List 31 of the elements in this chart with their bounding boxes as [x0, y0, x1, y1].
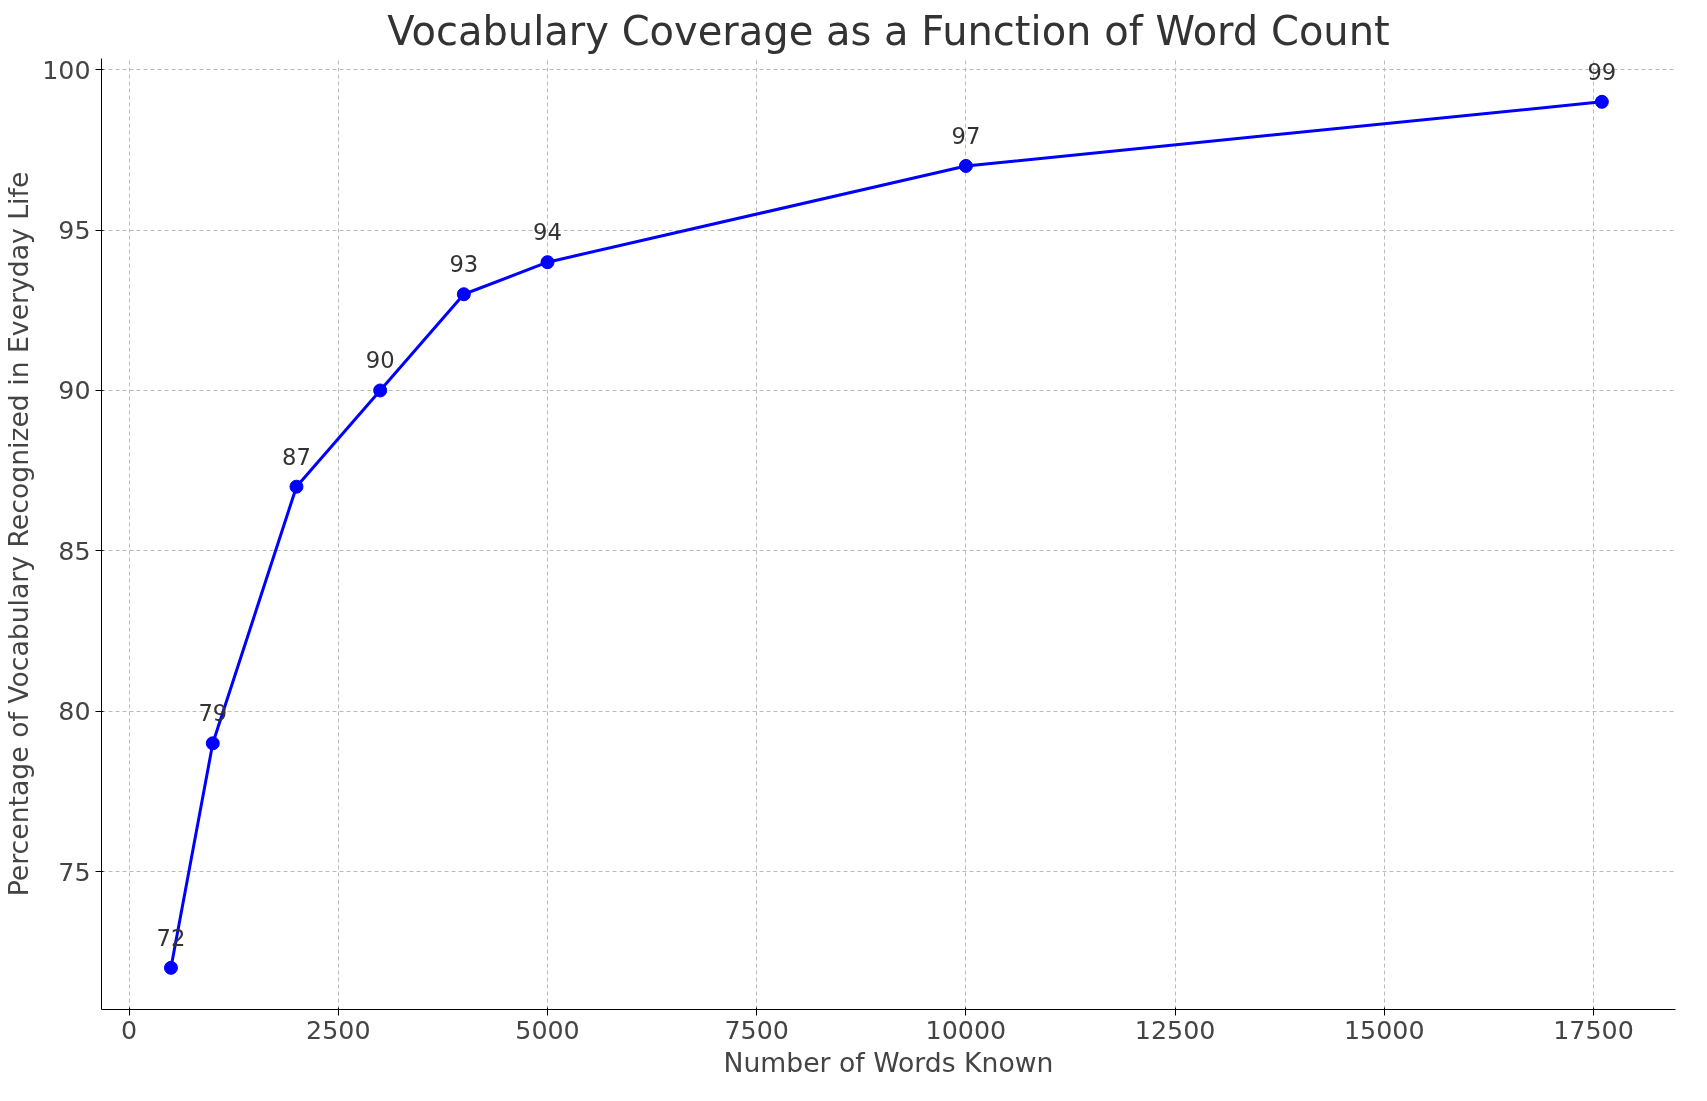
y-axis-title: Percentage of Vocabulary Recognized in Everyday Life	[3, 171, 35, 897]
y-tick-label: 75	[58, 856, 91, 887]
data-label: 87	[282, 443, 311, 470]
y-tick-label: 95	[58, 215, 91, 246]
data-label: 90	[365, 347, 395, 374]
point	[958, 158, 973, 173]
x-tick-label: 10000	[925, 1014, 1007, 1045]
chart-title: Vocabulary Coverage as a Function of Word Count	[387, 7, 1390, 54]
data-label: 93	[449, 251, 479, 278]
x-tick-label: 0	[121, 1014, 138, 1045]
x-tick-label: 5000	[515, 1014, 580, 1045]
point	[163, 960, 178, 975]
x-tick-label: 7500	[724, 1014, 789, 1045]
point	[540, 255, 555, 270]
point	[1594, 94, 1609, 109]
point	[373, 383, 388, 398]
y-tick-label: 90	[58, 375, 91, 406]
x-tick-label: 17500	[1553, 1014, 1634, 1045]
x-axis-title: Number of Words Known	[723, 1046, 1054, 1078]
data-label: 99	[1587, 58, 1617, 85]
y-tick-label: 100	[42, 54, 91, 85]
y-tick-label: 80	[58, 696, 91, 727]
data-label: 94	[533, 219, 562, 246]
x-tick-label: 12500	[1134, 1014, 1216, 1045]
y-tick-label: 85	[58, 535, 91, 566]
x-tick-label: 15000	[1344, 1014, 1425, 1045]
x-tick-label: 2500	[306, 1014, 371, 1045]
point	[456, 287, 471, 302]
data-label: 97	[951, 122, 981, 149]
point	[205, 736, 220, 751]
point	[289, 479, 304, 494]
